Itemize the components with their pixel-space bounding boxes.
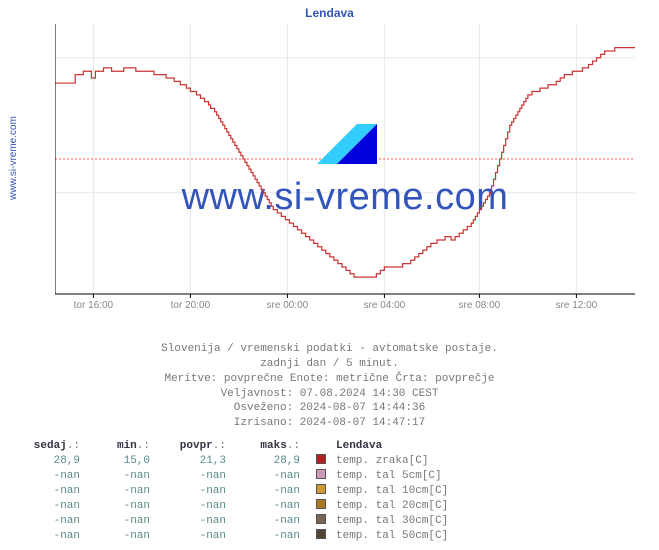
stats-table: sedaj.: min.: povpr.: maks.: Lendava 28,…	[28, 438, 631, 543]
table-row: -nan-nan-nan-nantemp. tal 50cm[C]	[28, 528, 631, 543]
cell-maks: 28,9	[236, 455, 310, 467]
cell-maks: -nan	[236, 470, 310, 482]
cell-povpr: -nan	[160, 515, 236, 527]
col-povpr: povpr.:	[160, 440, 236, 452]
col-station: Lendava	[332, 440, 631, 452]
cell-min: -nan	[90, 515, 160, 527]
cell-swatch	[310, 484, 332, 498]
cell-maks: -nan	[236, 485, 310, 497]
cell-swatch	[310, 469, 332, 483]
table-row: -nan-nan-nan-nantemp. tal 20cm[C]	[28, 498, 631, 513]
col-sedaj: sedaj.:	[28, 440, 90, 452]
col-min: min.:	[90, 440, 160, 452]
svg-text:sre 08:00: sre 08:00	[459, 300, 501, 311]
cell-min: 15,0	[90, 455, 160, 467]
cell-sedaj: -nan	[28, 485, 90, 497]
chart-plot: www.si-vreme.com 2028 tor 16:00tor 20:00…	[55, 24, 635, 316]
table-row: -nan-nan-nan-nantemp. tal 5cm[C]	[28, 468, 631, 483]
cell-sedaj: -nan	[28, 515, 90, 527]
cell-label: temp. tal 10cm[C]	[332, 485, 631, 497]
chart-title: Lendava	[0, 6, 659, 20]
caption-line: zadnji dan / 5 minut.	[0, 357, 659, 372]
table-row: 28,915,021,328,9temp. zraka[C]	[28, 453, 631, 468]
table-header-row: sedaj.: min.: povpr.: maks.: Lendava	[28, 438, 631, 453]
col-maks: maks.:	[236, 440, 310, 452]
cell-povpr: -nan	[160, 470, 236, 482]
cell-sedaj: -nan	[28, 470, 90, 482]
cell-povpr: -nan	[160, 530, 236, 542]
cell-swatch	[310, 514, 332, 528]
cell-swatch	[310, 454, 332, 468]
cell-maks: -nan	[236, 530, 310, 542]
cell-maks: -nan	[236, 515, 310, 527]
svg-text:tor 20:00: tor 20:00	[171, 300, 211, 311]
cell-label: temp. tal 20cm[C]	[332, 500, 631, 512]
caption-line: Izrisano: 2024-08-07 14:47:17	[0, 416, 659, 431]
cell-povpr: 21,3	[160, 455, 236, 467]
caption-block: Slovenija / vremenski podatki - avtomats…	[0, 342, 659, 431]
cell-label: temp. zraka[C]	[332, 455, 631, 467]
cell-povpr: -nan	[160, 485, 236, 497]
watermark-text: www.si-vreme.com	[181, 176, 509, 218]
cell-label: temp. tal 5cm[C]	[332, 470, 631, 482]
cell-swatch	[310, 529, 332, 543]
cell-povpr: -nan	[160, 500, 236, 512]
site-side-label: www.si-vreme.com	[8, 116, 19, 200]
cell-sedaj: -nan	[28, 530, 90, 542]
cell-maks: -nan	[236, 500, 310, 512]
cell-min: -nan	[90, 530, 160, 542]
caption-line: Slovenija / vremenski podatki - avtomats…	[0, 342, 659, 357]
cell-label: temp. tal 30cm[C]	[332, 515, 631, 527]
cell-label: temp. tal 50cm[C]	[332, 530, 631, 542]
caption-line: Meritve: povprečne Enote: metrične Črta:…	[0, 372, 659, 387]
svg-text:sre 12:00: sre 12:00	[556, 300, 598, 311]
cell-sedaj: 28,9	[28, 455, 90, 467]
cell-swatch	[310, 499, 332, 513]
caption-line: Osveženo: 2024-08-07 14:44:36	[0, 401, 659, 416]
cell-min: -nan	[90, 485, 160, 497]
table-row: -nan-nan-nan-nantemp. tal 10cm[C]	[28, 483, 631, 498]
cell-min: -nan	[90, 500, 160, 512]
cell-min: -nan	[90, 470, 160, 482]
svg-text:sre 04:00: sre 04:00	[364, 300, 406, 311]
table-row: -nan-nan-nan-nantemp. tal 30cm[C]	[28, 513, 631, 528]
caption-line: Veljavnost: 07.08.2024 14:30 CEST	[0, 387, 659, 402]
svg-text:sre 00:00: sre 00:00	[267, 300, 309, 311]
svg-text:tor 16:00: tor 16:00	[74, 300, 114, 311]
cell-sedaj: -nan	[28, 500, 90, 512]
